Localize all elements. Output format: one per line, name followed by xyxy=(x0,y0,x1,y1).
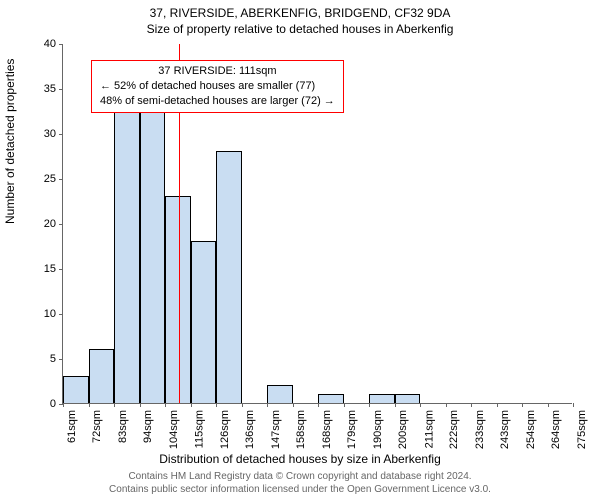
x-tick-label: 254sqm xyxy=(525,410,537,449)
y-tick-label: 30 xyxy=(44,128,56,140)
histogram-bar xyxy=(63,376,89,403)
x-axis-label: Distribution of detached houses by size … xyxy=(0,452,600,466)
x-tick-mark xyxy=(395,403,396,407)
x-tick-mark xyxy=(471,403,472,407)
y-tick-mark xyxy=(59,314,63,315)
chart-footer: Contains HM Land Registry data © Crown c… xyxy=(0,470,600,496)
x-tick-mark xyxy=(344,403,345,407)
x-tick-mark xyxy=(63,403,64,407)
x-tick-label: 222sqm xyxy=(449,410,461,449)
histogram-bar xyxy=(267,385,293,403)
x-tick-label: 200sqm xyxy=(398,410,410,449)
x-tick-label: 115sqm xyxy=(194,410,206,448)
chart-container: { "title1": "37, RIVERSIDE, ABERKENFIG, … xyxy=(0,0,600,500)
histogram-bar xyxy=(165,196,191,403)
x-tick-label: 243sqm xyxy=(500,410,512,449)
x-tick-mark xyxy=(573,403,574,407)
y-tick-label: 25 xyxy=(44,173,56,185)
x-tick-label: 94sqm xyxy=(143,410,155,443)
x-tick-label: 83sqm xyxy=(117,410,129,443)
plot-area: 37 RIVERSIDE: 111sqm← 52% of detached ho… xyxy=(62,44,572,404)
x-tick-mark xyxy=(165,403,166,407)
callout-line: ← 52% of detached houses are smaller (77… xyxy=(100,79,335,94)
x-tick-label: 61sqm xyxy=(66,410,78,443)
y-tick-mark xyxy=(59,44,63,45)
footer-line-1: Contains HM Land Registry data © Crown c… xyxy=(0,470,600,483)
y-tick-mark xyxy=(59,179,63,180)
callout-line: 37 RIVERSIDE: 111sqm xyxy=(100,64,335,79)
y-axis-label: Number of detached properties xyxy=(3,59,17,224)
x-tick-mark xyxy=(446,403,447,407)
y-tick-label: 10 xyxy=(44,308,56,320)
x-tick-label: 233sqm xyxy=(474,410,486,449)
x-tick-label: 72sqm xyxy=(92,410,104,443)
x-tick-mark xyxy=(191,403,192,407)
histogram-bar xyxy=(140,88,166,403)
x-tick-mark xyxy=(522,403,523,407)
x-tick-mark xyxy=(293,403,294,407)
x-tick-mark xyxy=(369,403,370,407)
histogram-bar xyxy=(395,394,421,403)
x-tick-mark xyxy=(140,403,141,407)
x-tick-mark xyxy=(242,403,243,407)
x-tick-label: 264sqm xyxy=(551,410,563,449)
x-tick-mark xyxy=(497,403,498,407)
x-tick-mark xyxy=(548,403,549,407)
histogram-bar xyxy=(114,97,140,403)
x-tick-mark xyxy=(420,403,421,407)
x-tick-label: 179sqm xyxy=(347,410,359,449)
x-tick-label: 190sqm xyxy=(372,410,384,449)
callout-box: 37 RIVERSIDE: 111sqm← 52% of detached ho… xyxy=(91,60,344,113)
y-tick-label: 20 xyxy=(44,218,56,230)
y-tick-mark xyxy=(59,134,63,135)
x-tick-mark xyxy=(216,403,217,407)
plot-wrap: 37 RIVERSIDE: 111sqm← 52% of detached ho… xyxy=(62,44,572,404)
x-tick-label: 104sqm xyxy=(168,410,180,449)
x-tick-mark xyxy=(318,403,319,407)
histogram-bar xyxy=(191,241,217,403)
histogram-bar xyxy=(216,151,242,403)
x-tick-mark xyxy=(114,403,115,407)
y-tick-mark xyxy=(59,269,63,270)
x-tick-label: 158sqm xyxy=(296,410,308,449)
y-tick-mark xyxy=(59,224,63,225)
chart-title-2: Size of property relative to detached ho… xyxy=(0,22,600,38)
y-tick-mark xyxy=(59,359,63,360)
y-tick-label: 35 xyxy=(44,83,56,95)
chart-title-1: 37, RIVERSIDE, ABERKENFIG, BRIDGEND, CF3… xyxy=(0,6,600,22)
y-tick-mark xyxy=(59,89,63,90)
histogram-bar xyxy=(318,394,344,403)
x-tick-label: 126sqm xyxy=(219,410,231,449)
footer-line-2: Contains public sector information licen… xyxy=(0,483,600,496)
x-tick-label: 275sqm xyxy=(576,410,588,449)
chart-titles: 37, RIVERSIDE, ABERKENFIG, BRIDGEND, CF3… xyxy=(0,0,600,37)
callout-line: 48% of semi-detached houses are larger (… xyxy=(100,94,335,109)
x-tick-mark xyxy=(267,403,268,407)
histogram-bar xyxy=(89,349,115,403)
x-tick-label: 211sqm xyxy=(423,410,435,448)
x-tick-label: 136sqm xyxy=(245,410,257,449)
x-tick-mark xyxy=(89,403,90,407)
y-tick-label: 5 xyxy=(50,353,56,365)
x-tick-label: 168sqm xyxy=(321,410,333,449)
histogram-bar xyxy=(369,394,395,403)
y-tick-label: 15 xyxy=(44,263,56,275)
y-tick-label: 40 xyxy=(44,38,56,50)
x-tick-label: 147sqm xyxy=(270,410,282,449)
y-tick-label: 0 xyxy=(50,398,56,410)
